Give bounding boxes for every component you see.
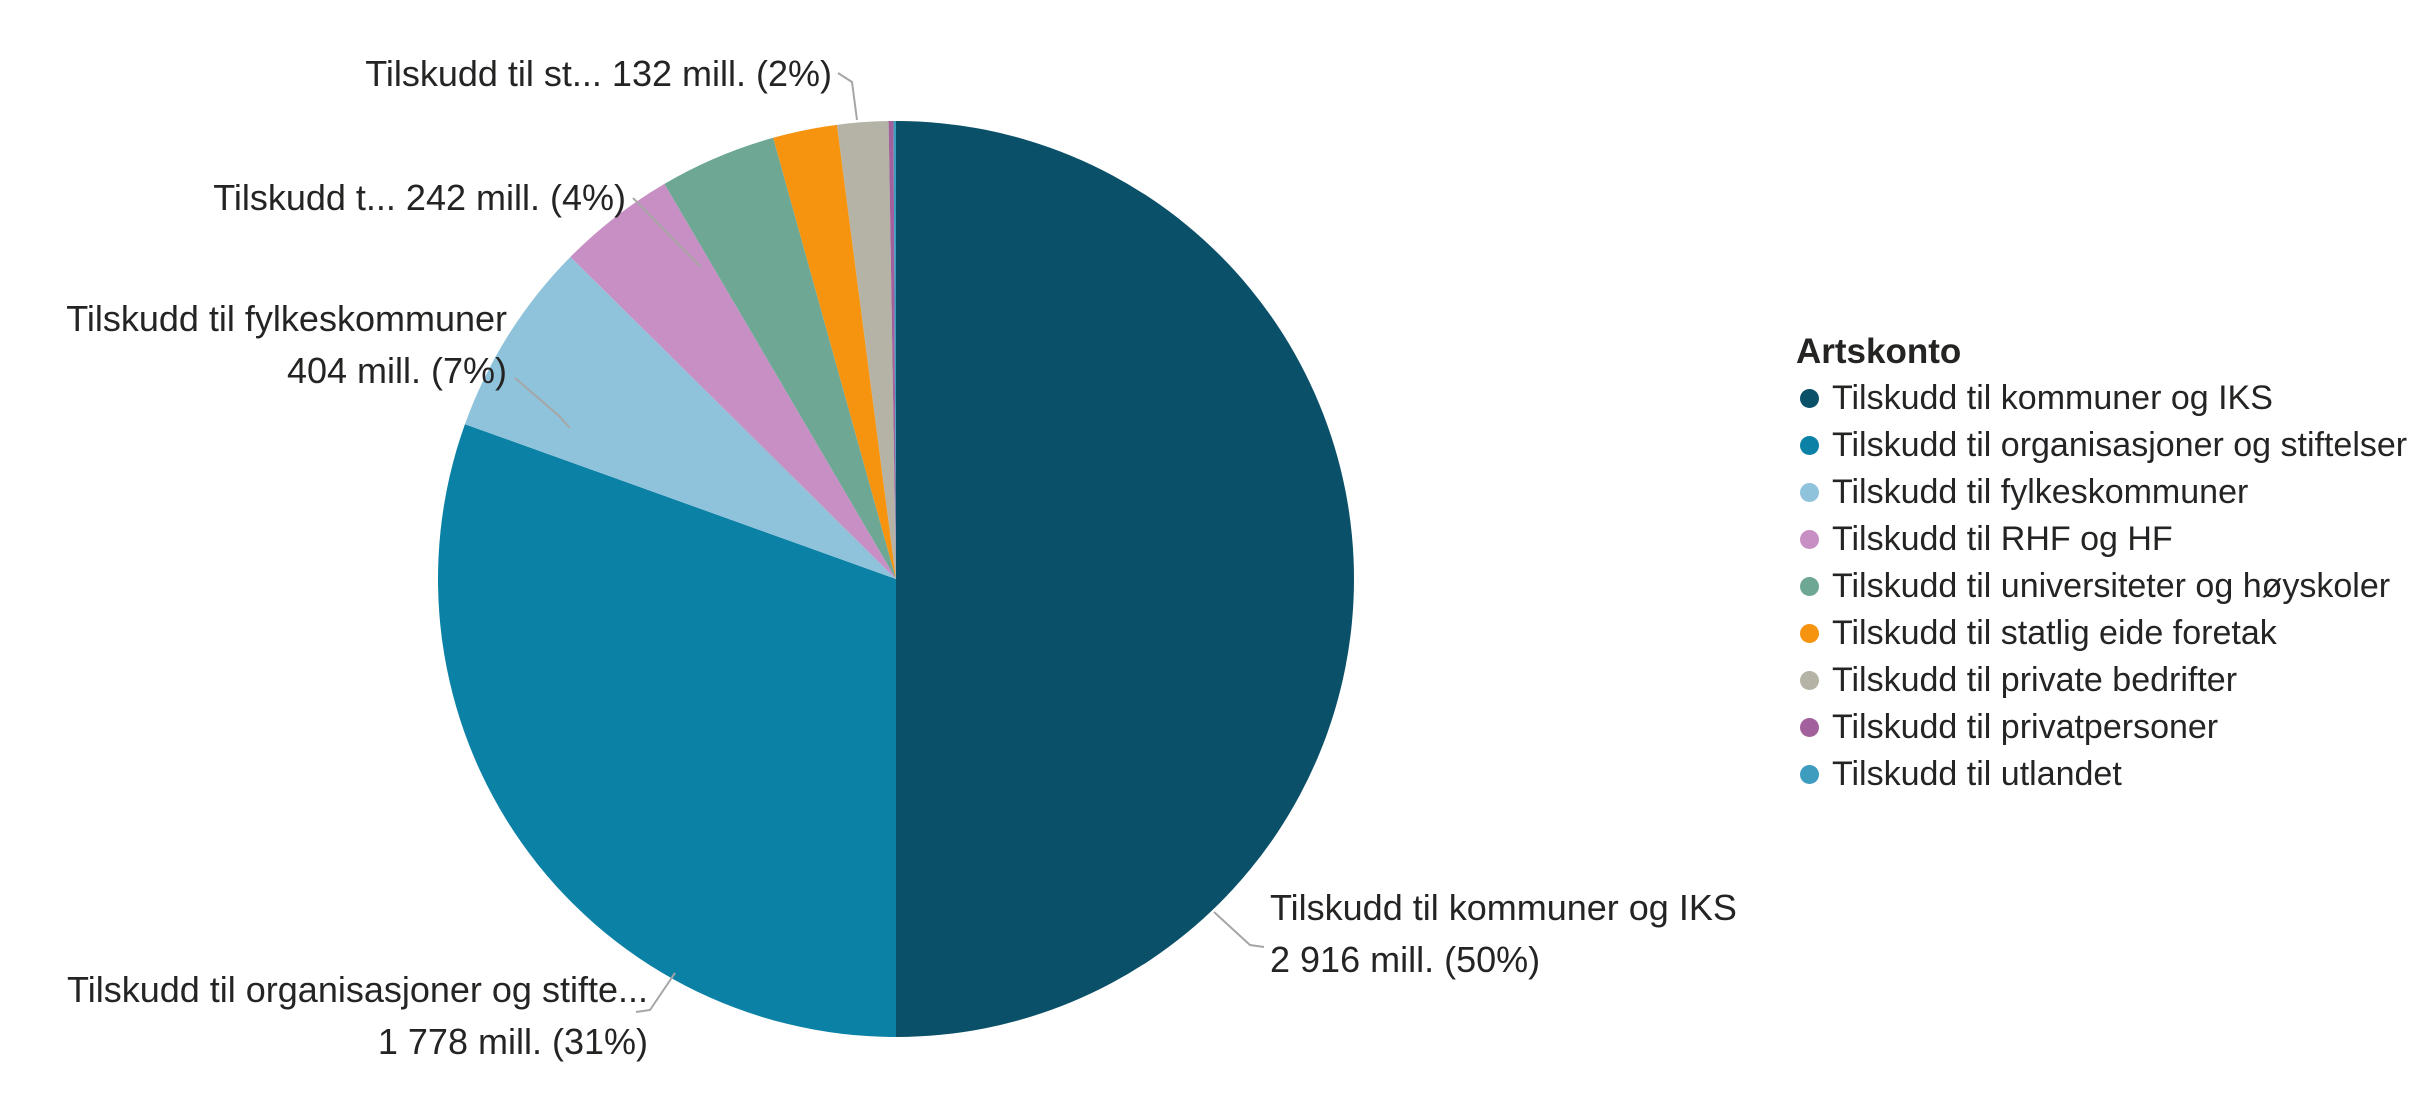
leader-line-1 (837, 72, 858, 121)
leader-line-2 (632, 197, 702, 268)
legend-item-4[interactable]: Tilskudd til RHF og HF (1796, 516, 2407, 563)
pie-slice-4[interactable] (570, 183, 896, 579)
legend-swatch-icon (1800, 577, 1819, 596)
leader-line-3 (514, 377, 571, 429)
callout-label-5: Tilskudd til kommuner og IKS 2 916 mill. … (1270, 882, 1737, 986)
legend-item-1[interactable]: Tilskudd til kommuner og IKS (1796, 375, 2407, 422)
pie-slice-1[interactable] (896, 121, 1354, 1037)
legend-item-label: Tilskudd til privatpersoner (1832, 708, 2219, 746)
leader-lines (514, 72, 1265, 1013)
legend-swatch-icon (1800, 765, 1819, 784)
pie-slice-6[interactable] (773, 124, 896, 579)
callout-label-2-line-1: Tilskudd t... 242 mill. (4%) (213, 177, 626, 218)
callout-label-5-line-2: 2 916 mill. (50%) (1270, 939, 1541, 980)
leader-line-5 (1213, 911, 1265, 948)
pie-slices (437, 121, 1354, 1038)
legend-swatch-icon (1800, 436, 1819, 455)
legend-items: Tilskudd til kommuner og IKS Tilskudd til… (1796, 375, 2407, 798)
legend-item-7[interactable]: Tilskudd til private bedrifter (1796, 657, 2407, 704)
legend-swatch-icon (1800, 624, 1819, 643)
legend-item-label: Tilskudd til private bedrifter (1832, 661, 2238, 699)
legend-item-label: Tilskudd til statlig eide foretak (1832, 614, 2277, 652)
callout-label-4-line-1: Tilskudd til organisasjoner og stifte... (67, 969, 648, 1010)
leader-line-4 (635, 972, 676, 1013)
callout-label-4-line-2: 1 778 mill. (31%) (377, 1021, 648, 1062)
legend-item-8[interactable]: Tilskudd til privatpersoner (1796, 704, 2407, 751)
pie-slice-5[interactable] (664, 137, 896, 579)
callout-label-3-line-2: 404 mill. (7%) (286, 350, 507, 391)
legend-item-label: Tilskudd til organisasjoner og stiftelse… (1832, 426, 2408, 464)
legend-item-9[interactable]: Tilskudd til utlandet (1796, 751, 2407, 798)
legend-swatch-icon (1800, 389, 1819, 408)
legend-swatch-icon (1800, 483, 1819, 502)
callout-label-5-line-1: Tilskudd til kommuner og IKS (1270, 887, 1737, 928)
legend-swatch-icon (1800, 718, 1819, 737)
legend-title: Artskonto (1796, 332, 1962, 371)
legend-item-label: Tilskudd til utlandet (1832, 755, 2122, 793)
legend-item-label: Tilskudd til kommuner og IKS (1832, 379, 2273, 417)
legend-item-5[interactable]: Tilskudd til universiteter og høyskoler (1796, 563, 2407, 610)
callout-label-2: Tilskudd t... 242 mill. (4%) (213, 172, 626, 224)
legend-item-2[interactable]: Tilskudd til organisasjoner og stiftelse… (1796, 422, 2407, 469)
callout-label-4: Tilskudd til organisasjoner og stifte...… (67, 964, 648, 1068)
legend-swatch-icon (1800, 530, 1819, 549)
callout-label-3: Tilskudd til fylkeskommuner 404 mill. (7%… (66, 293, 507, 397)
legend-item-3[interactable]: Tilskudd til fylkeskommuner (1796, 469, 2407, 516)
legend-swatch-icon (1800, 671, 1819, 690)
callout-label-1-line-1: Tilskudd til st... 132 mill. (2%) (365, 53, 832, 94)
legend-item-6[interactable]: Tilskudd til statlig eide foretak (1796, 610, 2407, 657)
pie-slice-8[interactable] (888, 121, 896, 579)
legend-item-label: Tilskudd til RHF og HF (1832, 520, 2173, 558)
legend-item-label: Tilskudd til universiteter og høyskoler (1832, 567, 2391, 605)
pie-slice-9[interactable] (893, 121, 896, 579)
legend-item-label: Tilskudd til fylkeskommuner (1832, 473, 2249, 511)
pie-slice-2[interactable] (437, 424, 896, 1038)
callout-label-1: Tilskudd til st... 132 mill. (2%) (365, 48, 832, 100)
pie-slice-3[interactable] (464, 256, 896, 579)
callout-label-3-line-1: Tilskudd til fylkeskommuner (66, 298, 507, 339)
legend: Artskonto Tilskudd til kommuner og IKS Ti… (1796, 329, 2407, 798)
pie-slice-7[interactable] (836, 121, 896, 579)
